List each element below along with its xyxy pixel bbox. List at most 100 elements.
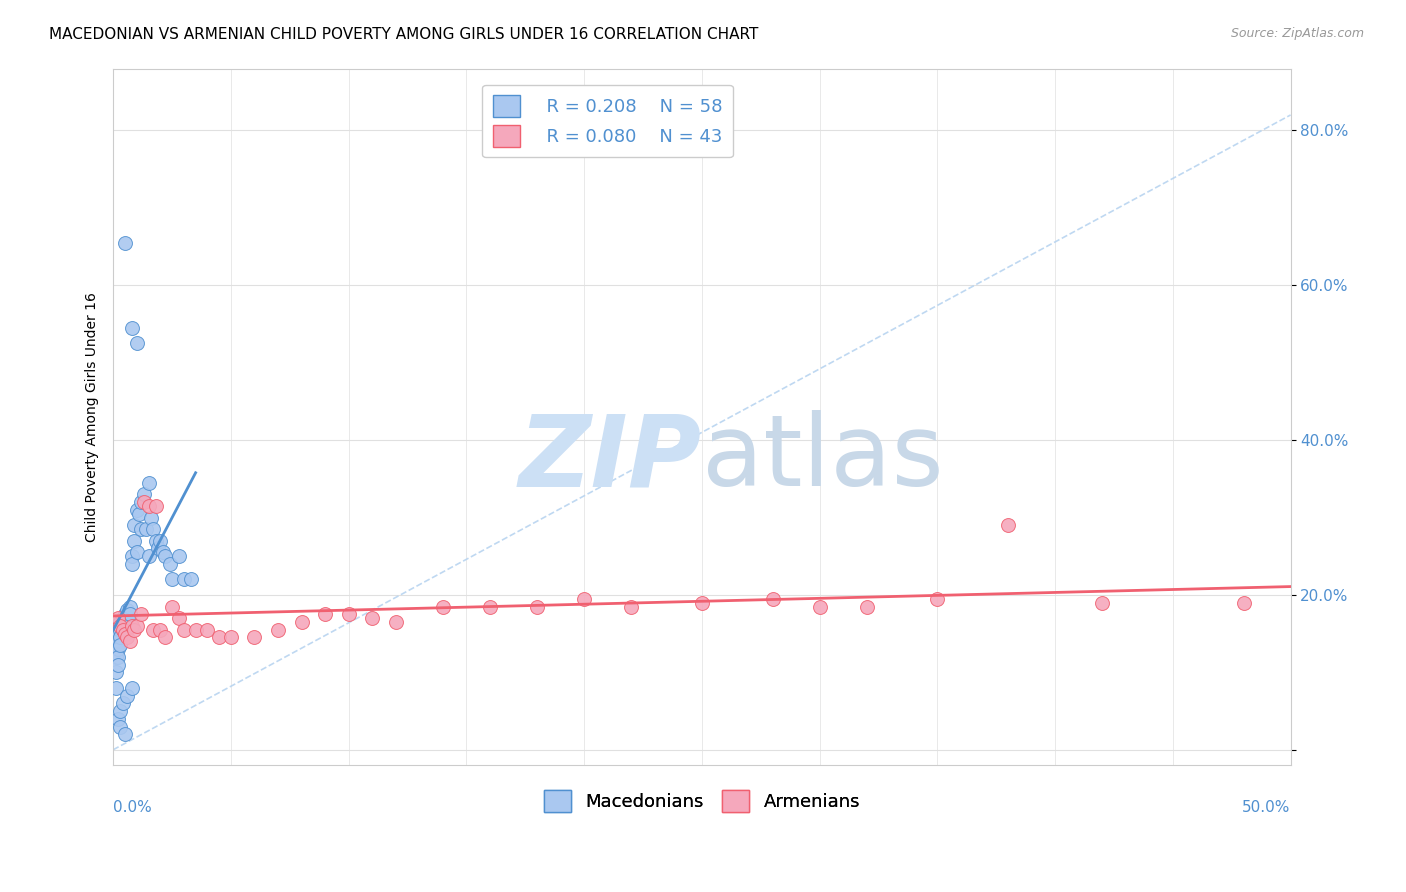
Point	[125, 619, 148, 633]
Point	[107, 649, 129, 664]
Point	[107, 642, 129, 657]
Point	[121, 549, 143, 564]
Point	[114, 615, 136, 629]
Point	[117, 611, 139, 625]
Point	[290, 615, 312, 629]
Point	[184, 623, 207, 637]
Point	[135, 522, 157, 536]
Point	[114, 623, 136, 637]
Text: atlas: atlas	[702, 410, 943, 508]
Point	[104, 642, 127, 657]
Point	[114, 235, 136, 250]
Point	[132, 487, 155, 501]
Text: ZIP: ZIP	[519, 410, 702, 508]
Point	[131, 607, 153, 622]
Point	[337, 607, 360, 622]
Point	[110, 623, 132, 637]
Point	[107, 626, 129, 640]
Point	[138, 499, 160, 513]
Point	[117, 603, 139, 617]
Point	[808, 599, 831, 614]
Legend: Macedonians, Armenians: Macedonians, Armenians	[537, 782, 868, 819]
Point	[180, 573, 202, 587]
Point	[620, 599, 643, 614]
Point	[114, 611, 136, 625]
Point	[173, 623, 195, 637]
Point	[107, 634, 129, 648]
Point	[104, 634, 127, 648]
Point	[111, 623, 134, 637]
Point	[219, 631, 242, 645]
Point	[107, 623, 129, 637]
Point	[145, 499, 167, 513]
Point	[110, 638, 132, 652]
Point	[997, 518, 1019, 533]
Point	[855, 599, 877, 614]
Text: Source: ZipAtlas.com: Source: ZipAtlas.com	[1230, 27, 1364, 40]
Point	[927, 591, 949, 606]
Point	[104, 665, 127, 680]
Point	[478, 599, 501, 614]
Point	[1232, 596, 1254, 610]
Point	[432, 599, 454, 614]
Text: 0.0%: 0.0%	[114, 800, 152, 815]
Point	[149, 623, 172, 637]
Point	[243, 631, 266, 645]
Point	[111, 696, 134, 710]
Point	[526, 599, 548, 614]
Point	[173, 573, 195, 587]
Point	[146, 541, 169, 556]
Point	[138, 549, 160, 564]
Point	[104, 681, 127, 695]
Point	[131, 495, 153, 509]
Point	[118, 634, 141, 648]
Y-axis label: Child Poverty Among Girls Under 16: Child Poverty Among Girls Under 16	[86, 292, 100, 541]
Point	[267, 623, 290, 637]
Point	[114, 727, 136, 741]
Point	[1091, 596, 1114, 610]
Point	[132, 495, 155, 509]
Point	[761, 591, 783, 606]
Point	[111, 623, 134, 637]
Point	[110, 704, 132, 718]
Point	[361, 611, 384, 625]
Point	[111, 619, 134, 633]
Point	[114, 607, 136, 622]
Text: MACEDONIAN VS ARMENIAN CHILD POVERTY AMONG GIRLS UNDER 16 CORRELATION CHART: MACEDONIAN VS ARMENIAN CHILD POVERTY AMO…	[49, 27, 759, 42]
Point	[121, 619, 143, 633]
Point	[121, 321, 143, 335]
Point	[110, 619, 132, 633]
Point	[138, 475, 160, 490]
Point	[149, 533, 172, 548]
Point	[142, 623, 165, 637]
Point	[107, 712, 129, 726]
Point	[152, 545, 174, 559]
Point	[167, 611, 190, 625]
Point	[139, 510, 162, 524]
Point	[314, 607, 336, 622]
Point	[125, 545, 148, 559]
Point	[128, 507, 150, 521]
Point	[195, 623, 218, 637]
Point	[384, 615, 406, 629]
Point	[160, 573, 183, 587]
Point	[107, 657, 129, 672]
Point	[110, 719, 132, 733]
Point	[111, 611, 134, 625]
Point	[121, 681, 143, 695]
Point	[208, 631, 231, 645]
Point	[114, 626, 136, 640]
Point	[167, 549, 190, 564]
Point	[160, 599, 183, 614]
Point	[125, 336, 148, 351]
Point	[117, 689, 139, 703]
Point	[104, 649, 127, 664]
Point	[124, 533, 146, 548]
Point	[572, 591, 595, 606]
Point	[145, 533, 167, 548]
Point	[153, 631, 176, 645]
Point	[118, 607, 141, 622]
Point	[159, 557, 181, 571]
Point	[153, 549, 176, 564]
Text: 50.0%: 50.0%	[1243, 800, 1291, 815]
